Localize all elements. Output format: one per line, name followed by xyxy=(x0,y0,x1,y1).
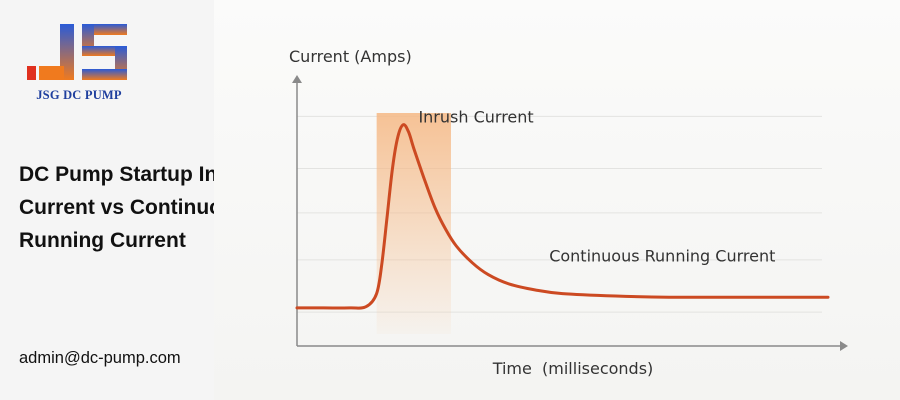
brand-name: JSG DC PUMP xyxy=(36,88,122,102)
y-axis-label: Current (Amps) xyxy=(289,47,412,66)
contact-email[interactable]: admin@dc-pump.com xyxy=(19,349,181,367)
continuous-current-annotation: Continuous Running Current xyxy=(549,246,775,265)
logo-mark-s xyxy=(82,24,127,80)
x-axis-arrow-icon xyxy=(840,341,848,351)
current-series-line xyxy=(295,123,830,310)
logo-mark-j xyxy=(27,24,74,80)
inrush-current-chart: Current (Amps) Time (milliseconds) Inrus… xyxy=(214,0,900,400)
inrush-current-annotation: Inrush Current xyxy=(418,108,533,127)
x-axis-label: Time (milliseconds) xyxy=(492,359,654,378)
brand-panel: JSG DC PUMP DC Pump Startup Inrush Curre… xyxy=(0,0,263,400)
page-title: DC Pump Startup Inrush Current vs Contin… xyxy=(19,163,263,252)
chart-canvas: Current (Amps) Time (milliseconds) Inrus… xyxy=(289,47,848,378)
chart-axes xyxy=(292,75,848,351)
jsg-logo-icon xyxy=(27,24,127,80)
chart-grid xyxy=(297,115,822,313)
y-axis-arrow-icon xyxy=(292,75,302,83)
